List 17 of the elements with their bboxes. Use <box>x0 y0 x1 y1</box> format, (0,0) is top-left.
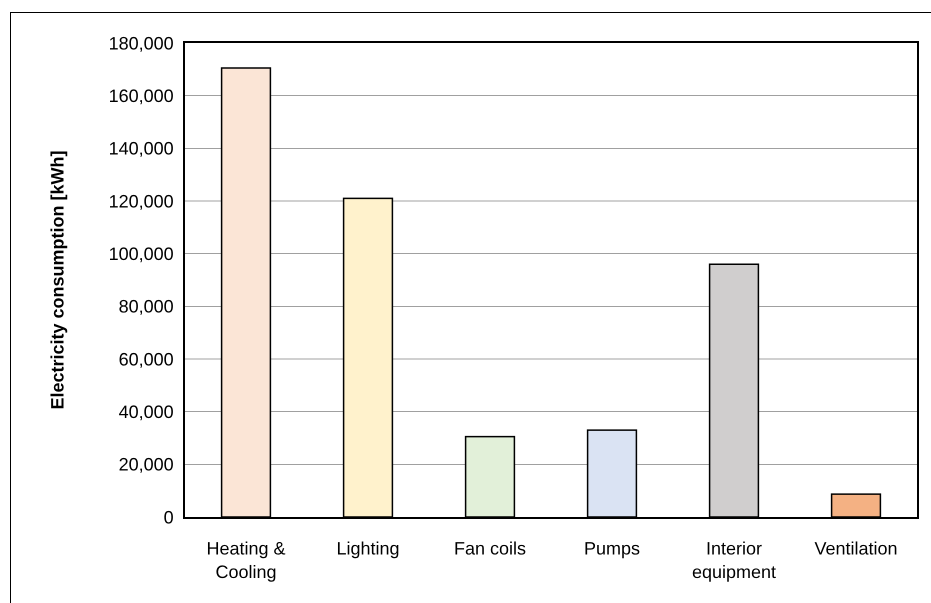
y-tick-label: 80,000 <box>118 296 174 317</box>
y-axis-title: Electricity consumption [kWh] <box>47 150 68 410</box>
y-tick-label: 40,000 <box>118 402 174 422</box>
y-tick-label: 140,000 <box>108 138 174 159</box>
x-tick-label: Interior equipment <box>692 538 776 582</box>
y-tick-label: 180,000 <box>108 33 174 54</box>
y-tick-label: 160,000 <box>108 86 174 106</box>
x-tick-label: Heating & Cooling <box>206 538 286 582</box>
x-tick-label: Lighting <box>336 538 400 558</box>
y-tick-label: 60,000 <box>118 349 174 370</box>
y-tick-label: 0 <box>164 507 174 528</box>
y-tick-label: 120,000 <box>108 191 174 212</box>
x-tick-label: Fan coils <box>454 538 526 558</box>
x-tick-label: Pumps <box>584 538 640 558</box>
y-tick-label: 20,000 <box>118 454 174 475</box>
x-tick-label: Ventilation <box>814 538 898 558</box>
y-tick-label: 100,000 <box>108 244 174 264</box>
